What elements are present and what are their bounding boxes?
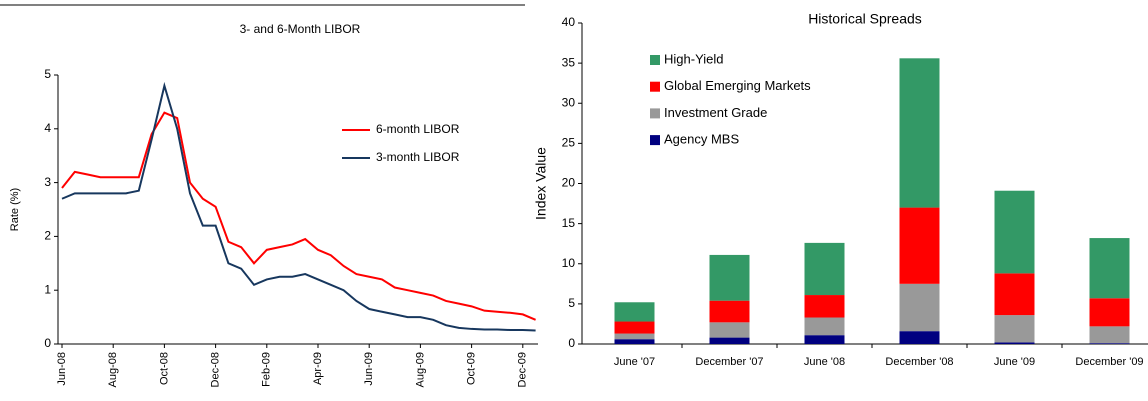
y-axis-label: Index Value	[533, 147, 549, 220]
y-tick-label: 15	[562, 216, 576, 230]
y-axis-label: Rate (%)	[9, 188, 21, 231]
y-tick-label: 35	[562, 55, 576, 69]
y-tick-label: 0	[568, 336, 575, 350]
x-tick-label: Jun-08	[56, 352, 68, 386]
x-tick-label: December '09	[1075, 356, 1143, 368]
bar-segment	[1089, 326, 1130, 344]
legend-label: Global Emerging Markets	[664, 78, 811, 93]
bar-segment	[804, 335, 845, 344]
bar-segment	[1089, 298, 1130, 327]
y-tick-label: 3	[44, 175, 51, 189]
x-tick-label: Aug-09	[414, 352, 426, 387]
legend-swatch	[650, 81, 660, 92]
x-tick-label: Feb-09	[261, 352, 273, 387]
bar-segment	[899, 58, 940, 208]
chart-title: 3- and 6-Month LIBOR	[240, 22, 361, 36]
legend-label: 3-month LIBOR	[376, 150, 460, 164]
y-tick-label: 5	[568, 296, 575, 310]
bar-segment	[614, 333, 655, 340]
legend-label: Agency MBS	[664, 132, 739, 147]
x-tick-label: Oct-08	[158, 352, 170, 385]
x-tick-label: Jun-09	[363, 352, 375, 386]
bar-segment	[804, 242, 845, 296]
x-tick-label: Aug-08	[107, 352, 119, 387]
bar-segment	[1089, 238, 1130, 299]
x-tick-label: December '08	[885, 356, 953, 368]
legend-swatch	[650, 135, 660, 146]
bar-segment	[804, 295, 845, 318]
bar-segment	[994, 315, 1035, 343]
y-tick-label: 25	[562, 136, 576, 150]
x-tick-label: Dec-08	[210, 352, 222, 387]
legend-label: Investment Grade	[664, 105, 767, 120]
bar-segment	[709, 254, 750, 301]
y-tick-label: 4	[44, 121, 51, 135]
line-series	[61, 81, 536, 332]
y-tick-label: 0	[44, 336, 51, 350]
x-tick-label: June '07	[614, 356, 655, 368]
bar-segment	[804, 317, 845, 336]
y-tick-label: 2	[44, 229, 51, 243]
bar-segment	[1089, 343, 1130, 344]
x-tick-label: June '09	[994, 356, 1035, 368]
bar-segment	[994, 273, 1035, 316]
legend-swatch	[650, 55, 660, 65]
bar-segment	[899, 331, 940, 344]
y-tick-label: 10	[562, 256, 576, 270]
y-tick-label: 20	[562, 176, 576, 190]
y-tick-label: 30	[562, 95, 576, 109]
bar-segment	[614, 339, 655, 344]
bar-segment	[994, 342, 1035, 344]
line-series	[61, 111, 536, 321]
y-tick-label: 1	[44, 282, 51, 296]
bar-segment	[709, 322, 750, 338]
bar-segment	[994, 190, 1035, 274]
legend-label: High-Yield	[664, 51, 724, 66]
x-tick-label: December '07	[695, 356, 763, 368]
bar-segment	[709, 337, 750, 344]
bar-segment	[899, 283, 940, 332]
x-tick-label: June '08	[804, 356, 845, 368]
x-tick-label: Apr-09	[312, 352, 324, 385]
y-tick-label: 5	[44, 67, 51, 81]
legend-swatch	[650, 108, 660, 119]
bar-segment	[614, 321, 655, 334]
chart-title: Historical Spreads	[808, 11, 922, 27]
bar-segment	[709, 300, 750, 323]
bar-segment	[614, 302, 655, 322]
x-tick-label: Oct-09	[466, 352, 478, 385]
legend-label: 6-month LIBOR	[376, 122, 460, 136]
bar-segment	[899, 207, 940, 284]
x-tick-label: Dec-09	[517, 352, 529, 387]
y-tick-label: 40	[562, 15, 576, 29]
